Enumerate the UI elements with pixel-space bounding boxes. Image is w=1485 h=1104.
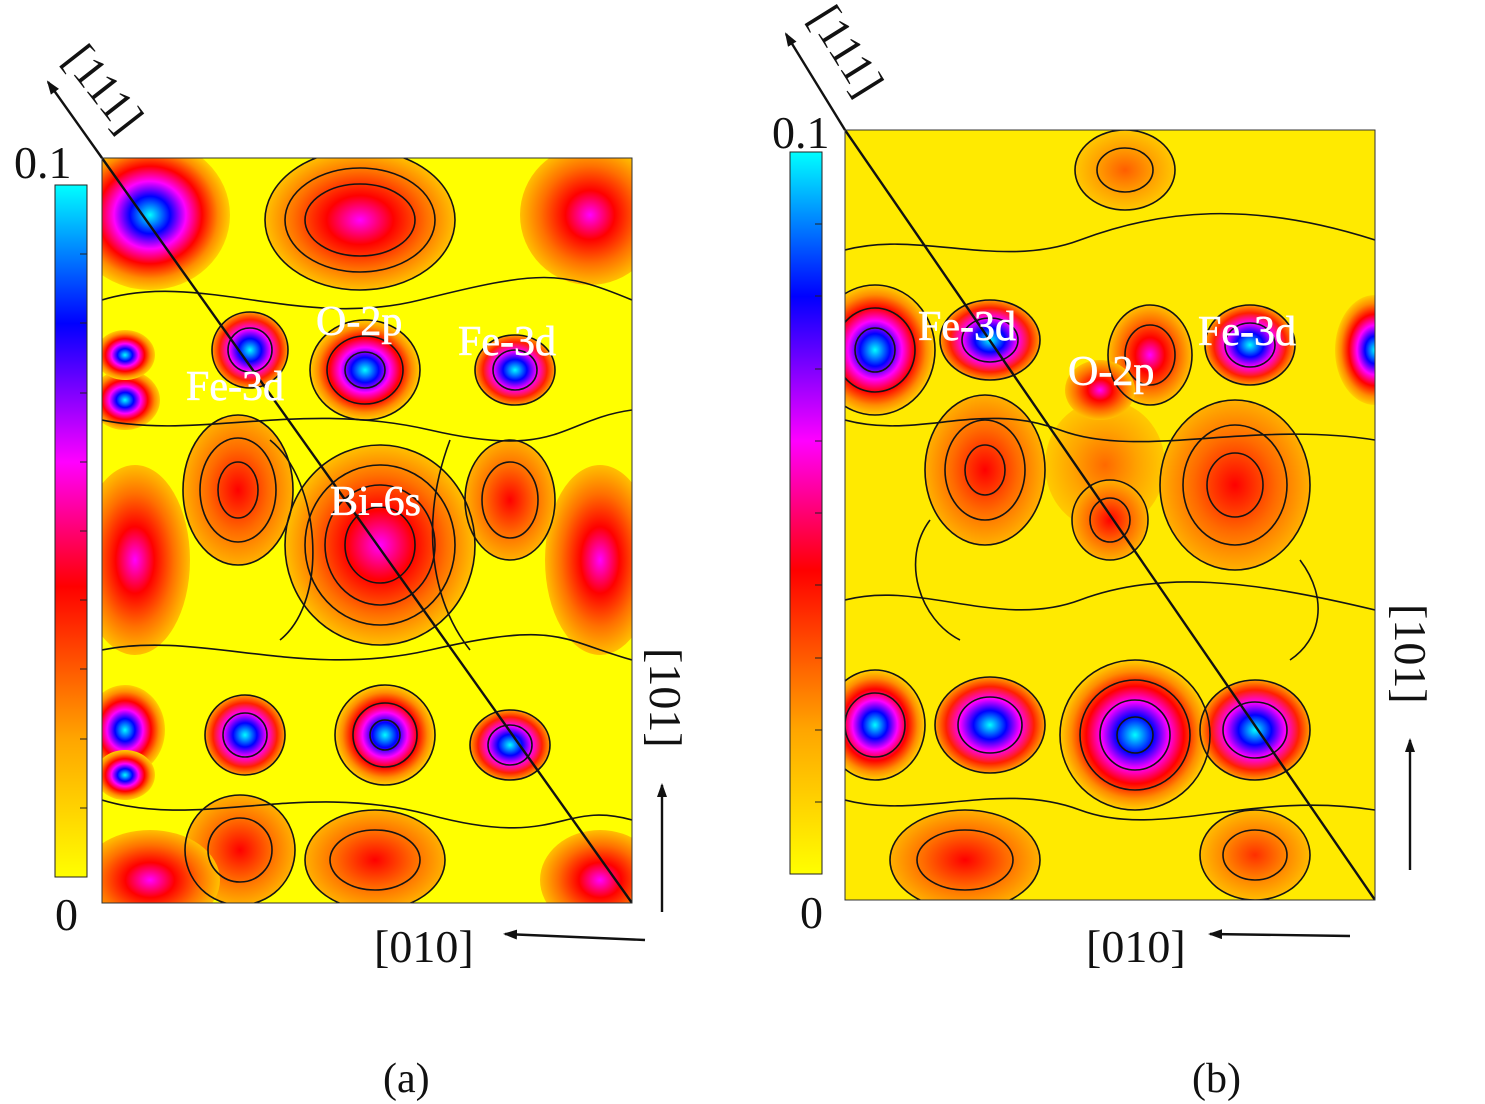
panel-a: 0.1 0	[14, 35, 691, 1102]
direction-label-010-a: [010]	[374, 921, 474, 972]
direction-label-111-a: [111]	[54, 35, 153, 142]
site-label-bi6s-a: Bi-6s	[330, 479, 421, 525]
direction-label-101-a: [101]	[640, 648, 691, 748]
colorbar-b: 0.1 0	[772, 107, 830, 938]
panel-caption-a: (a)	[383, 1056, 430, 1102]
horizontal-arrow-b	[1208, 929, 1351, 940]
site-label-fe3d-left-b: Fe-3d	[918, 304, 1016, 350]
site-label-fe3d-right-a: Fe-3d	[458, 319, 556, 365]
site-label-o2p-b: O-2p	[1068, 349, 1154, 395]
site-label-o2p-a: O-2p	[316, 299, 402, 345]
diagonal-arrow-b	[784, 32, 847, 131]
colorbar-min-label-b: 0	[800, 887, 823, 938]
direction-label-111-b: [111]	[800, 0, 894, 105]
panel-b: 0.1 0	[772, 0, 1436, 1102]
panel-caption-b: (b)	[1192, 1056, 1241, 1102]
colorbar-a: 0.1 0	[14, 137, 88, 940]
density-map-b	[845, 130, 1375, 900]
horizontal-arrow-a	[503, 929, 646, 942]
direction-label-101-b: [101]	[1385, 604, 1436, 704]
diagonal-arrow-a	[46, 80, 103, 159]
site-label-fe3d-right-b: Fe-3d	[1198, 309, 1296, 355]
colorbar-min-label-a: 0	[55, 889, 78, 940]
density-map-a	[102, 158, 632, 903]
colorbar-max-label-b: 0.1	[772, 107, 830, 158]
direction-label-010-b: [010]	[1086, 921, 1186, 972]
colorbar-max-label-a: 0.1	[14, 137, 72, 188]
site-label-fe3d-left-a: Fe-3d	[186, 364, 284, 410]
